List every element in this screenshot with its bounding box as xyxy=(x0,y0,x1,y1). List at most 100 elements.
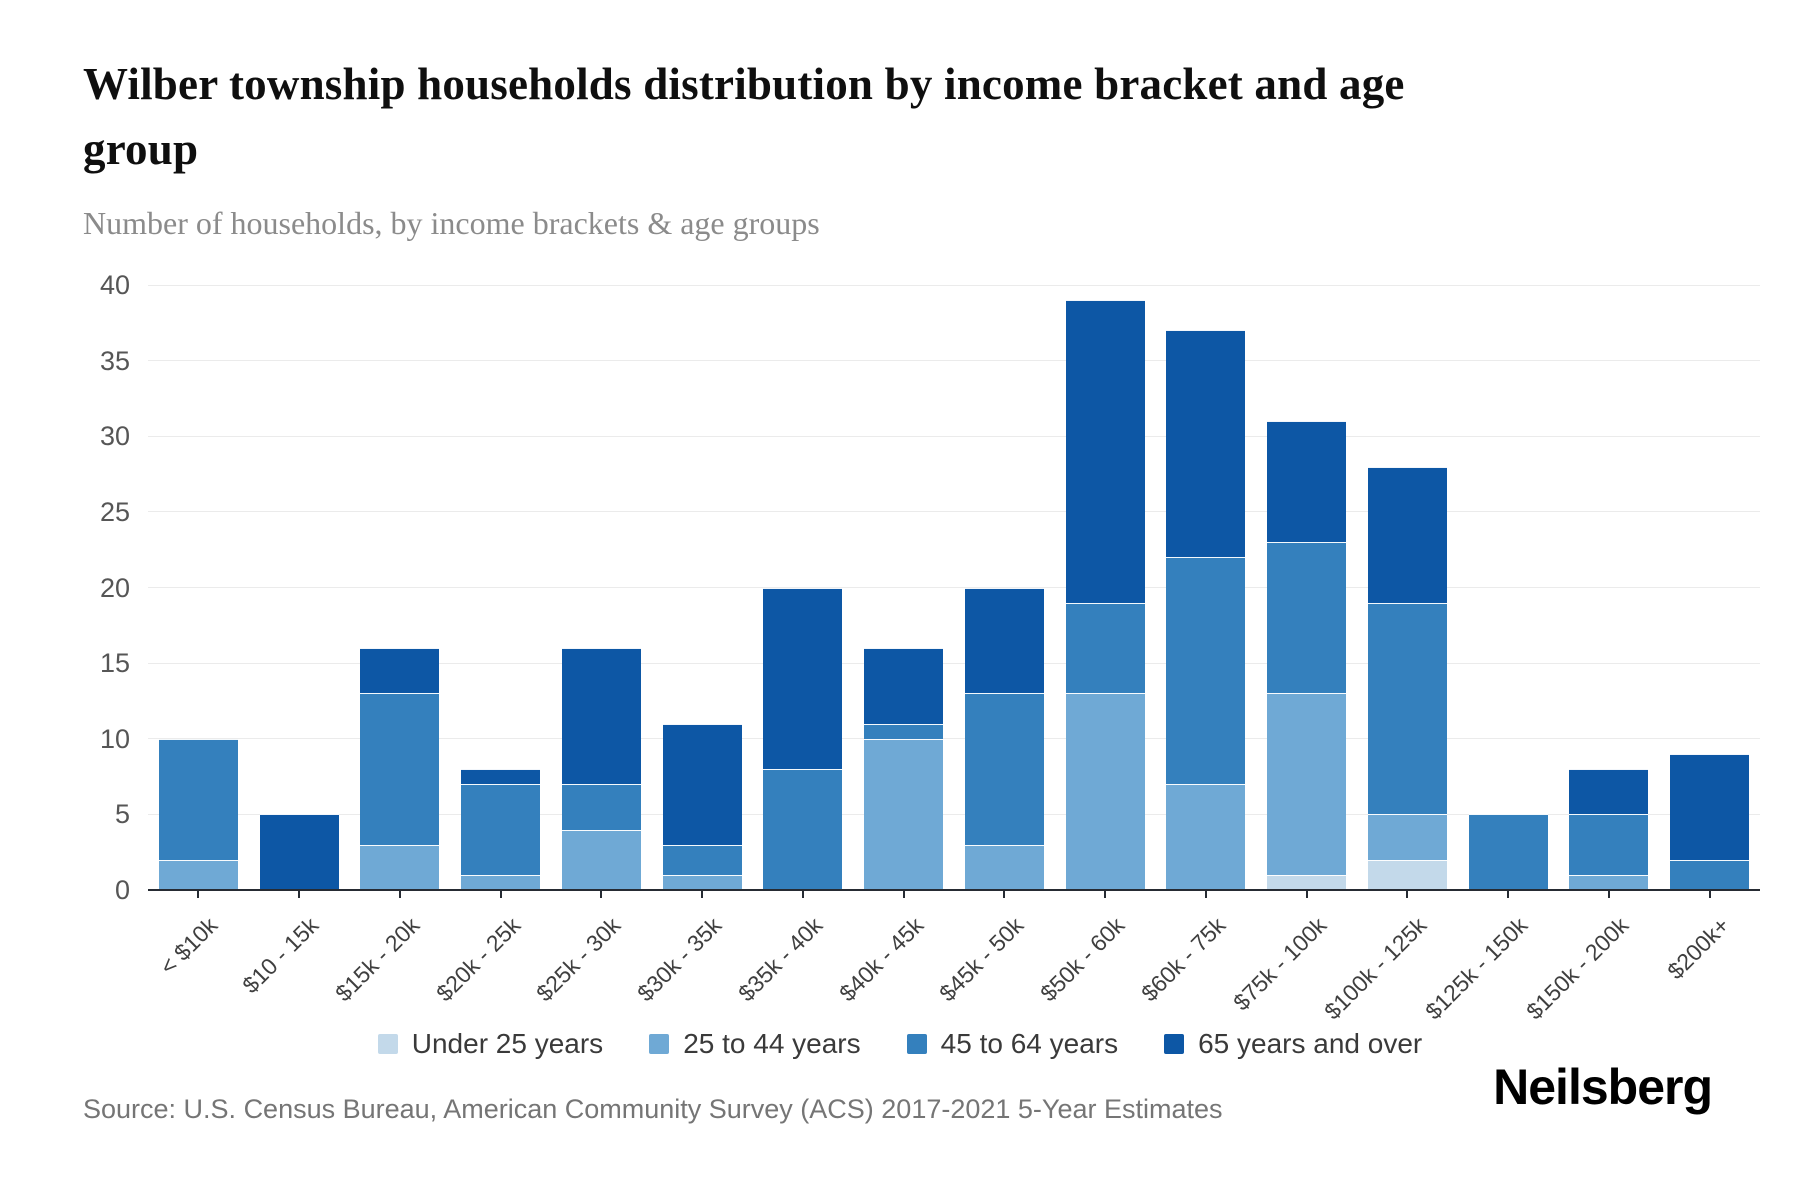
bar-segment[interactable] xyxy=(1267,542,1347,694)
bar-segment[interactable] xyxy=(1367,466,1447,603)
x-axis-tick xyxy=(1003,891,1006,898)
bar-segment[interactable] xyxy=(964,844,1044,890)
bar-50k-60k[interactable] xyxy=(1065,300,1145,890)
bar-segment[interactable] xyxy=(1166,557,1246,785)
bar-60k-75k[interactable] xyxy=(1166,330,1246,890)
bar-segment[interactable] xyxy=(864,738,944,890)
x-axis-tick xyxy=(801,891,804,898)
bar-200k[interactable] xyxy=(1670,753,1750,890)
x-axis-label: $50k - 60k xyxy=(1035,912,1130,1007)
source-note: Source: U.S. Census Bureau, American Com… xyxy=(83,1094,1223,1124)
gridline-y-30 xyxy=(148,435,1760,437)
bar-segment[interactable] xyxy=(360,844,440,890)
x-axis-label: $15k - 20k xyxy=(329,912,425,1007)
bar-segment[interactable] xyxy=(158,738,238,860)
x-axis-tick xyxy=(398,891,401,898)
bar-segment[interactable] xyxy=(864,723,944,739)
bar-segment[interactable] xyxy=(1367,814,1447,860)
gridline-y-5 xyxy=(148,813,1760,815)
x-axis-line xyxy=(148,889,1760,891)
bar-segment[interactable] xyxy=(1065,300,1145,603)
x-axis-label: $25k - 30k xyxy=(531,912,626,1007)
gridline-y-35 xyxy=(148,360,1760,362)
bar-30k-35k[interactable] xyxy=(662,723,742,890)
bar-100k-125k[interactable] xyxy=(1367,466,1447,890)
legend-item-65-years-and-over[interactable]: 65 years and over xyxy=(1164,1028,1422,1060)
bar-segment[interactable] xyxy=(259,814,339,890)
bar-10-15k[interactable] xyxy=(259,814,339,890)
y-axis-tick-label: 0 xyxy=(114,875,130,905)
bar-segment[interactable] xyxy=(1166,784,1246,890)
bar-segment[interactable] xyxy=(1569,874,1649,890)
x-axis-label: < $10k xyxy=(155,912,223,980)
bar-45k-50k[interactable] xyxy=(964,587,1044,890)
x-axis-tick xyxy=(1708,891,1711,898)
bar-segment[interactable] xyxy=(461,874,541,890)
bar-segment[interactable] xyxy=(561,648,641,785)
x-axis-tick xyxy=(499,891,502,898)
legend-item-45-to-64-years[interactable]: 45 to 64 years xyxy=(906,1028,1118,1060)
bar-segment[interactable] xyxy=(561,829,641,890)
x-axis-label: $30k - 35k xyxy=(632,912,727,1007)
bar-segment[interactable] xyxy=(1670,753,1750,860)
gridline-y-40 xyxy=(148,284,1760,286)
x-axis-label: $60k - 75k xyxy=(1135,912,1231,1007)
bar-segment[interactable] xyxy=(662,723,742,845)
bar-segment[interactable] xyxy=(1166,330,1246,558)
x-axis-label: $45k - 50k xyxy=(934,912,1029,1007)
x-axis-label: $35k - 40k xyxy=(732,912,828,1007)
bar-segment[interactable] xyxy=(360,693,440,845)
bar-segment[interactable] xyxy=(1670,859,1750,890)
bar-15k-20k[interactable] xyxy=(360,648,440,890)
legend-item-25-to-44-years[interactable]: 25 to 44 years xyxy=(649,1028,861,1060)
x-axis-label: $20k - 25k xyxy=(430,912,526,1007)
bar-segment[interactable] xyxy=(864,648,944,724)
bar-20k-25k[interactable] xyxy=(461,769,541,890)
bar-150k-200k[interactable] xyxy=(1569,769,1649,890)
legend-label: 65 years and over xyxy=(1198,1028,1423,1059)
bar-segment[interactable] xyxy=(360,648,440,694)
bar-segment[interactable] xyxy=(1065,693,1145,890)
x-axis-label: $150k - 200k xyxy=(1520,912,1634,1025)
bar-segment[interactable] xyxy=(1569,769,1649,815)
bar-35k-40k[interactable] xyxy=(763,587,843,890)
bar-40k-45k[interactable] xyxy=(864,648,944,890)
plot-area: 0 5 10 15 20 25 30 35 40 < $10k $10 - 15k $15k - 20… xyxy=(100,270,1760,1024)
bar-segment[interactable] xyxy=(461,784,541,875)
bar-segment[interactable] xyxy=(1267,693,1347,875)
legend-item-under-25-years[interactable]: Under 25 years xyxy=(377,1028,603,1060)
bar-segment[interactable] xyxy=(662,874,742,890)
bar-segment[interactable] xyxy=(1367,859,1447,890)
bar-segment[interactable] xyxy=(763,769,843,890)
bar-segment[interactable] xyxy=(158,859,238,890)
bar-segment[interactable] xyxy=(964,693,1044,845)
bar-segment[interactable] xyxy=(561,784,641,830)
x-axis-tick xyxy=(600,891,603,898)
x-axis-tick xyxy=(1204,891,1207,898)
chart-subtitle: Number of households, by income brackets… xyxy=(83,205,820,241)
bar-segment[interactable] xyxy=(662,844,742,875)
bar-25k-30k[interactable] xyxy=(561,648,641,890)
x-axis-label: $200k+ xyxy=(1661,912,1735,985)
bar-segment[interactable] xyxy=(461,769,541,785)
bar-125k-150k[interactable] xyxy=(1468,814,1548,890)
gridline-y-10 xyxy=(148,738,1760,740)
y-axis-tick-label: 40 xyxy=(99,270,130,300)
x-axis-tick xyxy=(1406,891,1409,898)
bar-segment[interactable] xyxy=(1065,602,1145,694)
bar-75k-100k[interactable] xyxy=(1267,421,1347,890)
bar-10k[interactable] xyxy=(158,738,238,890)
bar-segment[interactable] xyxy=(763,587,843,769)
bar-segment[interactable] xyxy=(1569,814,1649,875)
bar-segment[interactable] xyxy=(1367,602,1447,815)
legend-swatch-icon xyxy=(649,1034,670,1054)
bar-segment[interactable] xyxy=(1468,814,1548,890)
x-axis-tick xyxy=(902,891,905,898)
legend: Under 25 years 25 to 44 years 45 to 64 yea… xyxy=(0,1028,1800,1060)
x-axis-tick xyxy=(701,891,704,898)
gridline-y-15 xyxy=(148,662,1760,664)
bar-segment[interactable] xyxy=(1267,874,1347,890)
bar-segment[interactable] xyxy=(1267,421,1347,543)
bar-segment[interactable] xyxy=(964,587,1044,694)
